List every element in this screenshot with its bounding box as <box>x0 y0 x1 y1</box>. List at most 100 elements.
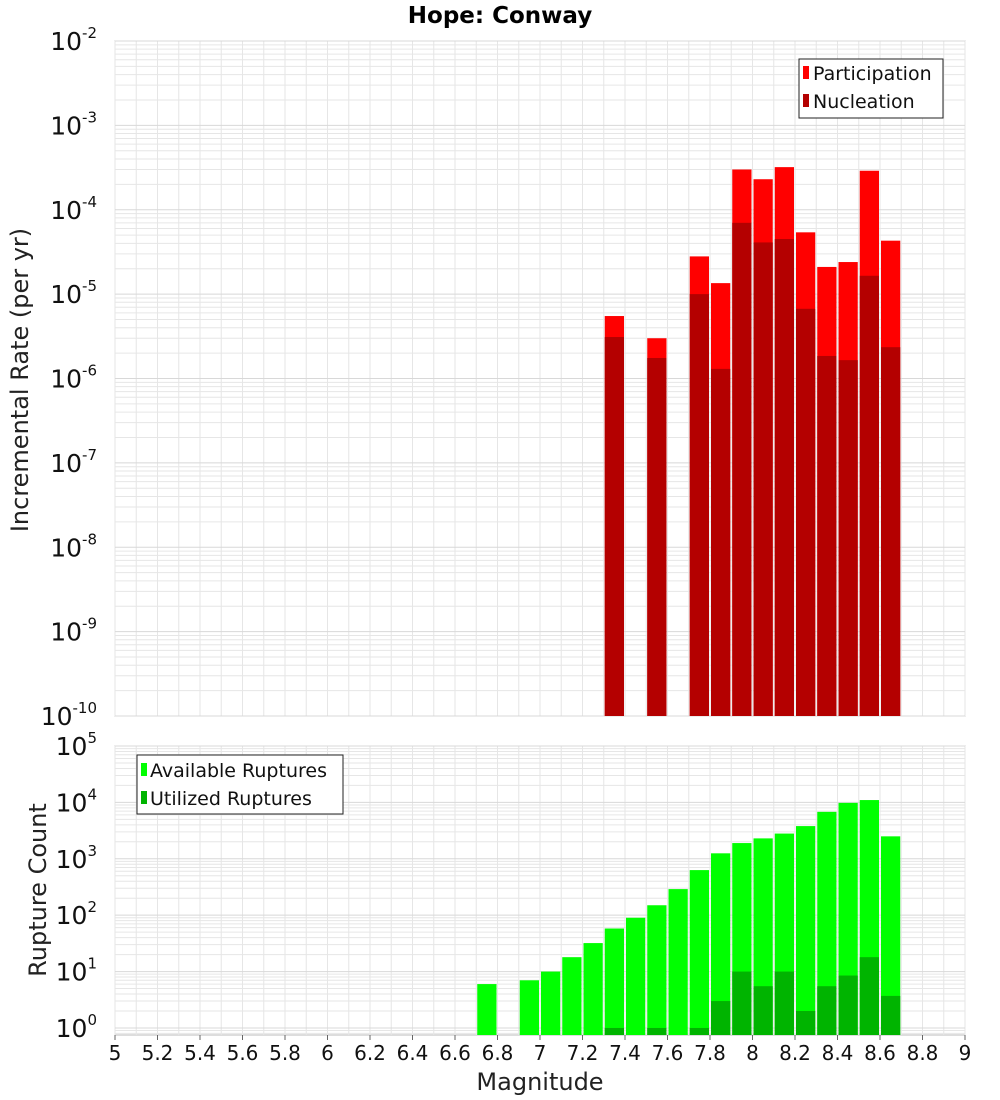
count-y-tick-label: 100 <box>56 1011 97 1043</box>
x-tick-label: 7.2 <box>567 1041 599 1065</box>
nucleation-bar <box>774 239 794 716</box>
x-tick-label: 5.4 <box>184 1041 216 1065</box>
x-tick-label: 7.4 <box>609 1041 641 1065</box>
available-ruptures-bar <box>689 870 709 1035</box>
rate-y-tick-label: 10-9 <box>50 615 97 647</box>
x-tick-label: 8.4 <box>822 1041 854 1065</box>
nucleation-bar <box>796 308 816 716</box>
x-tick-label: 5.6 <box>227 1041 259 1065</box>
x-tick-label: 9 <box>959 1041 972 1065</box>
rate-y-tick-label: 10-5 <box>50 277 97 309</box>
nucleation-bar <box>711 368 731 716</box>
count-y-tick-label: 101 <box>56 955 97 987</box>
nucleation-bar <box>689 294 709 716</box>
utilized-ruptures-bar <box>796 1010 816 1035</box>
nucleation-bar <box>647 357 667 716</box>
nucleation-bar <box>732 222 752 716</box>
x-tick-label: 6.4 <box>397 1041 429 1065</box>
nucleation-bar <box>881 347 901 716</box>
available-ruptures-bar <box>626 917 646 1035</box>
x-tick-label: 6.8 <box>482 1041 514 1065</box>
utilized-ruptures-bar <box>732 971 752 1035</box>
utilized-ruptures-bar <box>817 986 837 1035</box>
x-tick-label: 7 <box>534 1041 547 1065</box>
count-legend: Available Ruptures Utilized Ruptures <box>136 754 344 815</box>
utilized-ruptures-bar <box>881 995 901 1035</box>
count-y-tick-label: 104 <box>56 785 97 817</box>
x-tick-label: 6.2 <box>354 1041 386 1065</box>
count-legend-box <box>136 754 344 815</box>
x-tick-label: 8 <box>746 1041 759 1065</box>
count-y-axis-label: Rupture Count <box>24 803 52 977</box>
available-ruptures-bar <box>604 928 624 1035</box>
available-ruptures-bar <box>668 889 688 1035</box>
rate-y-tick-label: 10-2 <box>50 24 97 56</box>
count-bars <box>477 800 901 1035</box>
rate-panel: 10-10 10-9 10-8 10-7 10-6 10-5 10-4 10-3 10-2 In… <box>6 24 966 731</box>
rate-y-tick-label: 10-6 <box>50 362 97 394</box>
available-ruptures-bar <box>647 905 667 1035</box>
available-ruptures-bar <box>881 836 901 1035</box>
x-tick-label: 8.8 <box>907 1041 939 1065</box>
x-tick-label: 8.2 <box>779 1041 811 1065</box>
rate-legend: Participation Nucleation <box>798 58 944 119</box>
available-legend-swatch <box>141 763 147 776</box>
participation-legend-swatch <box>803 66 809 79</box>
count-panel: 100 101 102 103 104 105 Rupture Count Availab… <box>24 729 971 1096</box>
available-ruptures-bar <box>541 971 561 1035</box>
utilized-ruptures-bar <box>604 1027 624 1035</box>
available-ruptures-bar <box>796 826 816 1035</box>
x-axis-label: Magnitude <box>476 1068 603 1096</box>
rate-legend-box <box>798 58 944 119</box>
x-tick-label: 7.6 <box>652 1041 684 1065</box>
nucleation-bar <box>859 275 879 716</box>
rate-y-tick-label: 10-4 <box>50 193 97 225</box>
available-ruptures-bar <box>519 980 539 1035</box>
utilized-ruptures-bar <box>689 1027 709 1035</box>
utilized-ruptures-bar <box>647 1027 667 1035</box>
available-ruptures-bar <box>583 943 603 1035</box>
rate-bars <box>604 167 901 717</box>
x-tick-label: 6 <box>321 1041 334 1065</box>
x-tick-label: 5 <box>109 1041 122 1065</box>
nucleation-bar <box>838 360 858 716</box>
rate-y-axis-label: Incremental Rate (per yr) <box>6 228 34 532</box>
utilized-ruptures-bar <box>859 957 879 1035</box>
available-legend-label: Available Ruptures <box>150 760 327 782</box>
chart-title: Hope: Conway <box>408 3 592 29</box>
x-tick-label: 7.8 <box>694 1041 726 1065</box>
rate-y-tick-label: 10-10 <box>41 699 97 731</box>
x-tick-label: 6.6 <box>439 1041 471 1065</box>
x-tick-label: 5.2 <box>142 1041 174 1065</box>
nucleation-legend-swatch <box>803 94 809 107</box>
utilized-legend-label: Utilized Ruptures <box>150 788 312 810</box>
nucleation-legend-label: Nucleation <box>813 91 915 113</box>
utilized-ruptures-bar <box>774 971 794 1035</box>
nucleation-bar <box>753 242 773 716</box>
participation-legend-label: Participation <box>813 63 932 85</box>
count-y-tick-label: 102 <box>56 898 97 930</box>
available-ruptures-bar <box>753 838 773 1035</box>
x-tick-label: 5.8 <box>269 1041 301 1065</box>
nucleation-bar <box>604 337 624 716</box>
count-y-tick-label: 103 <box>56 842 97 874</box>
rate-y-tick-label: 10-8 <box>50 530 97 562</box>
available-ruptures-bar <box>477 984 497 1035</box>
available-ruptures-bar <box>817 811 837 1035</box>
count-y-tick-label: 105 <box>56 729 97 761</box>
rate-y-ticks: 10-10 10-9 10-8 10-7 10-6 10-5 10-4 10-3 10-2 <box>41 24 97 731</box>
x-tick-label: 8.6 <box>864 1041 896 1065</box>
rate-gridlines <box>114 40 966 717</box>
available-ruptures-bar <box>562 957 582 1035</box>
utilized-legend-swatch <box>141 791 147 804</box>
rate-y-tick-label: 10-3 <box>50 108 97 140</box>
utilized-ruptures-bar <box>711 1001 731 1035</box>
utilized-ruptures-bar <box>753 986 773 1035</box>
nucleation-bar <box>817 355 837 716</box>
count-y-ticks: 100 101 102 103 104 105 <box>56 729 97 1043</box>
x-axis-ticks: 5 5.2 5.4 5.6 5.8 6 6.2 6.4 6.6 6.8 7 7.2 7.4 7.6 7.8 8… <box>109 1035 972 1065</box>
utilized-ruptures-bar <box>838 975 858 1035</box>
rate-y-tick-label: 10-7 <box>50 446 97 478</box>
available-ruptures-bar <box>711 853 731 1035</box>
